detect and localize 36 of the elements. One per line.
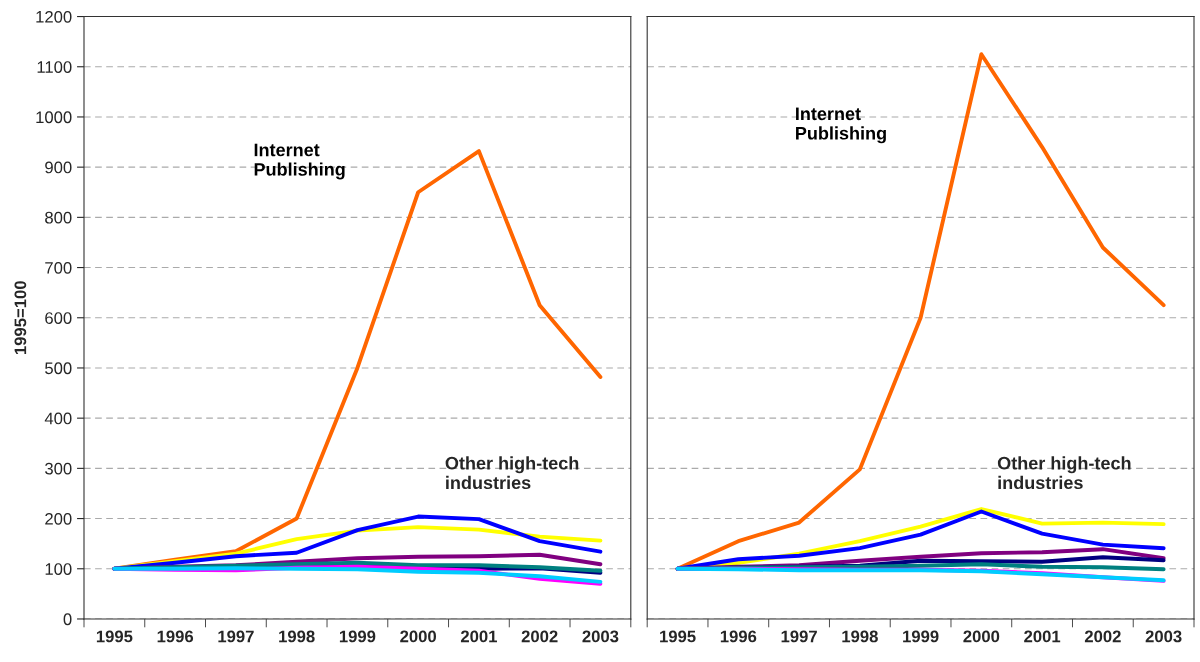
x-tick-label: 2002 [521, 630, 558, 643]
y-tick-label: 600 [45, 312, 72, 324]
x-tick-label: 1997 [218, 630, 254, 643]
annotation: Other high-tech industries [445, 456, 579, 490]
x-tick-label: 1998 [279, 630, 315, 643]
x-tick-label: 2000 [400, 630, 437, 643]
x-tick-label: 1995 [96, 630, 133, 643]
y-tick-label: 1100 [37, 61, 72, 73]
y-axis-title: 1995=100 [14, 281, 27, 355]
annotation: Other high-tech industries [997, 456, 1131, 490]
y-tick-label: 900 [45, 161, 72, 174]
y-tick-label: 0 [63, 613, 72, 626]
x-tick-label: 1995 [660, 630, 696, 643]
x-tick-label: 2003 [1145, 630, 1182, 643]
text: Internet Publishing [796, 107, 886, 144]
x-tick-label: 2001 [460, 630, 497, 643]
x-tick-label: 1997 [781, 630, 817, 643]
text: Internet Publishing [254, 143, 345, 180]
y-tick-label: 1000 [36, 111, 72, 124]
x-tick-label: 1996 [720, 630, 757, 643]
y-tick-label: 200 [45, 512, 72, 525]
x-tick-label: 2002 [1084, 630, 1121, 643]
x-tick-label: 1999 [903, 630, 939, 643]
y-tick-label: 500 [45, 362, 72, 375]
y-tick-label: 300 [45, 462, 72, 475]
x-tick-label: 1998 [842, 630, 878, 643]
x-tick-label: 2001 [1024, 630, 1061, 643]
x-tick-label: 2003 [582, 630, 619, 643]
y-tick-label: 700 [45, 261, 72, 274]
x-tick-label: 2000 [963, 630, 1000, 643]
x-tick-label: 1996 [157, 630, 194, 643]
x-tick-label: 1999 [339, 630, 376, 643]
y-tick-label: 1200 [36, 10, 72, 23]
y-tick-label: 800 [45, 211, 72, 224]
y-tick-label: 100 [45, 563, 72, 575]
y-tick-label: 400 [44, 412, 72, 425]
